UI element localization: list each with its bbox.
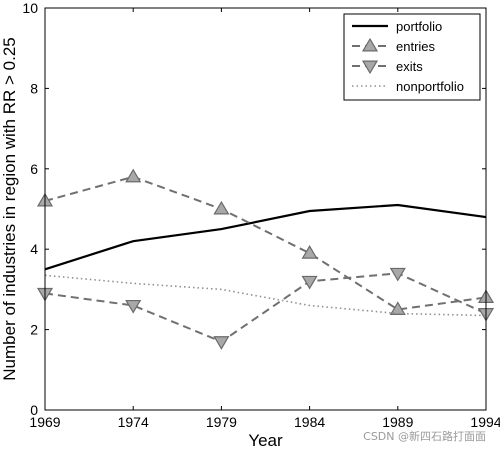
series-layer	[36, 168, 495, 350]
x-tick-label: 1984	[294, 414, 325, 430]
legend-marker-exits	[361, 60, 379, 75]
x-tick-label: 1969	[29, 414, 60, 430]
data-point-exits	[389, 267, 406, 282]
y-tick-label: 10	[22, 0, 38, 16]
data-point-exits	[301, 275, 318, 290]
y-tick-label: 8	[30, 80, 38, 96]
series-line-entries	[44, 175, 487, 311]
x-tick-label: 1979	[206, 414, 237, 430]
legend-label-entries: entries	[396, 39, 436, 54]
data-point-exits	[125, 299, 142, 314]
series-line-exits	[44, 272, 487, 343]
data-point-entries	[213, 200, 230, 215]
x-tick-label: 1974	[118, 414, 149, 430]
y-tick-label: 4	[30, 241, 38, 257]
series-line-nonportfolio	[44, 274, 487, 317]
legend-label-exits: exits	[396, 59, 423, 74]
legend: portfolio entries exits nonportfolio	[343, 13, 481, 101]
data-point-entries	[389, 301, 406, 315]
legend-label-nonportfolio: nonportfolio	[396, 79, 464, 94]
plot-frame	[44, 7, 487, 411]
ticks-layer: 1969 1974 1979 1984 1989 1994 0 2 4 6 8 10	[22, 0, 500, 430]
y-tick-label: 0	[30, 402, 38, 418]
data-point-entries	[301, 245, 318, 259]
y-axis-title: Number of industries in region with RR >…	[0, 37, 19, 380]
series-line-portfolio	[44, 203, 487, 271]
y-tick-label: 6	[30, 161, 38, 177]
y-tick-label: 2	[30, 322, 38, 338]
x-tick-label: 1994	[470, 414, 500, 430]
legend-label-portfolio: portfolio	[396, 19, 442, 34]
data-point-exits	[213, 336, 230, 350]
data-point-entries	[125, 168, 142, 183]
x-tick-label: 1989	[382, 414, 413, 430]
x-axis-title: Year	[248, 431, 283, 450]
legend-marker-entries	[361, 37, 379, 52]
watermark-text: CSDN @新四石路打面面	[363, 430, 486, 443]
